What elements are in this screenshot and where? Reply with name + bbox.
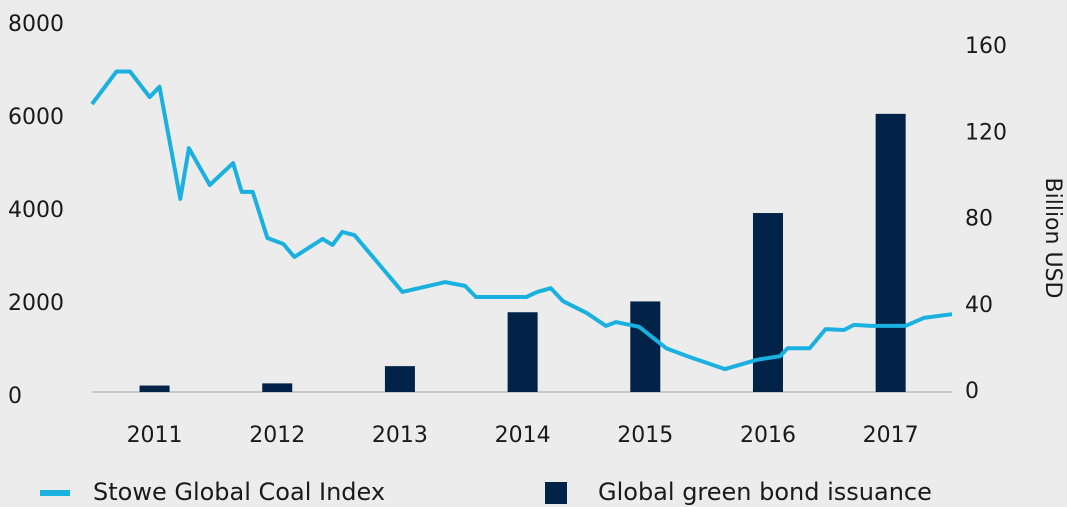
y-tick-label: 8000 xyxy=(8,12,64,37)
y-tick-label: 4000 xyxy=(8,198,64,223)
x-tick-label: 2013 xyxy=(372,423,428,448)
y2-tick-label: 0 xyxy=(965,379,979,404)
y2-tick-label: 80 xyxy=(965,207,993,232)
bar xyxy=(507,312,538,392)
bar xyxy=(139,385,170,392)
legend-label: Stowe Global Coal Index xyxy=(93,478,385,506)
x-tick-label: 2011 xyxy=(127,423,183,448)
y-tick-label: 0 xyxy=(8,384,22,409)
bar xyxy=(384,366,415,392)
bar xyxy=(752,213,783,392)
bar xyxy=(630,301,661,392)
legend-label: Global green bond issuance xyxy=(598,478,932,506)
bar xyxy=(875,113,906,392)
y2-tick-label: 40 xyxy=(965,293,993,318)
x-tick-label: 2015 xyxy=(617,423,673,448)
legend-swatch xyxy=(545,482,567,504)
line xyxy=(90,69,953,372)
x-tick-label: 2014 xyxy=(495,423,551,448)
y2-axis-label: Billion USD xyxy=(1040,178,1065,299)
bar xyxy=(262,383,293,392)
x-tick-label: 2012 xyxy=(249,423,305,448)
y-tick-label: 2000 xyxy=(8,291,64,316)
y2-tick-label: 160 xyxy=(965,34,1007,59)
legend-swatch xyxy=(40,490,70,496)
y2-tick-label: 120 xyxy=(965,120,1007,145)
x-tick-label: 2017 xyxy=(863,423,919,448)
y-tick-label: 6000 xyxy=(8,105,64,130)
x-tick-label: 2016 xyxy=(740,423,796,448)
